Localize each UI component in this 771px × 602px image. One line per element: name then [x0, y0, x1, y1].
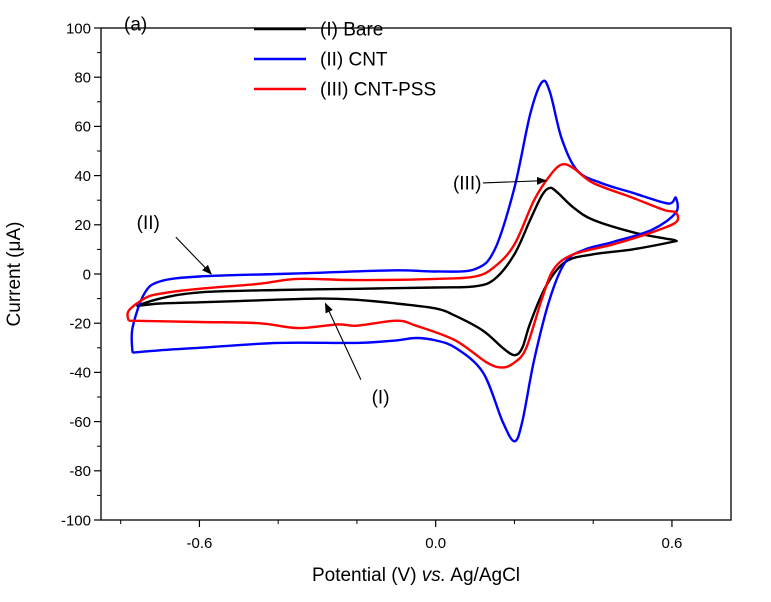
y-tick-label: 100 [66, 20, 91, 37]
y-tick-label: -60 [69, 414, 91, 431]
annotation-arrow-ii [175, 236, 212, 275]
legend-label-cnt-pss: (III) CNT-PSS [320, 80, 436, 101]
series-line-ii-cnt [130, 79, 679, 443]
x-tick-label: 0.6 [662, 535, 683, 552]
plot-frame [100, 27, 732, 521]
x-axis-title-vs: vs. [422, 565, 446, 586]
y-tick-label: 40 [74, 168, 91, 185]
series-line-i-bare [136, 186, 678, 357]
annotation-label-i: (I) [372, 388, 390, 409]
y-tick-label: -100 [61, 512, 91, 529]
annotation-label-iii: (III) [453, 174, 482, 195]
y-tick-label: 0 [83, 266, 91, 283]
y-tick-label: -80 [69, 463, 91, 480]
annotation-label-ii: (II) [137, 213, 160, 234]
annotations: (I) (II) (III) [137, 174, 547, 409]
series-line-iii-cnt-pss [126, 162, 680, 369]
axis-ticks: -100 -80 -60 -40 -20 0 20 40 60 80 100 -0.6 0.0 0.6 [61, 20, 682, 552]
x-axis-title-part-2: Ag/AgCl [446, 565, 520, 586]
data-series [126, 79, 680, 443]
x-axis-title: Potential (V) vs. Ag/AgCl [312, 565, 520, 586]
panel-label: (a) [124, 15, 147, 36]
y-tick-label: -40 [69, 365, 91, 382]
x-tick-label: -0.6 [187, 535, 213, 552]
y-tick-label: 80 [74, 69, 91, 86]
x-tick-label: 0.0 [425, 535, 446, 552]
annotation-arrow-iii [482, 176, 547, 185]
legend-label-bare: (I) Bare [320, 20, 383, 41]
y-tick-label: -20 [69, 315, 91, 332]
legend-label-cnt: (II) CNT [320, 50, 388, 71]
y-tick-label: 20 [74, 217, 91, 234]
y-tick-label: 60 [74, 119, 91, 136]
x-axis-title-part-1: Potential (V) [312, 565, 422, 586]
legend: (I) Bare (II) CNT (III) CNT-PSS [254, 20, 436, 101]
y-axis-title: Current (μA) [4, 222, 25, 327]
annotation-arrow-i [324, 302, 362, 381]
